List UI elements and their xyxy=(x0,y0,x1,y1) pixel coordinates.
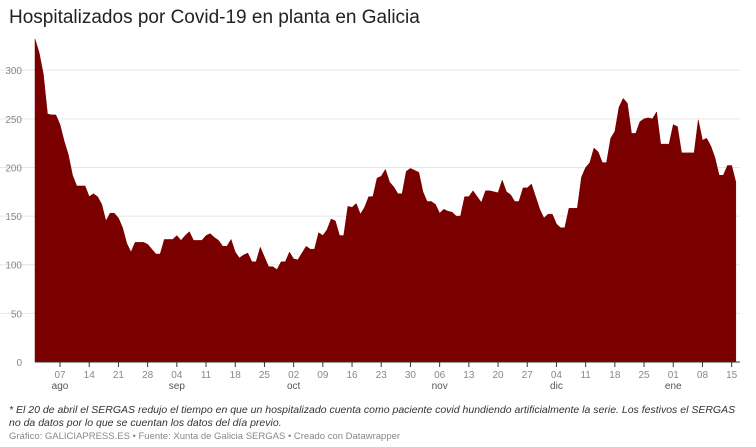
x-tick-label: 13 xyxy=(463,370,475,381)
chart-title: Hospitalizados por Covid-19 en planta en… xyxy=(9,7,420,28)
x-month-label: dic xyxy=(550,381,563,392)
x-tick-label: 27 xyxy=(522,370,534,381)
series-area xyxy=(34,38,737,363)
y-axis-labels: 0 50 100 150 200 250 300 xyxy=(5,66,22,369)
y-tick-label: 300 xyxy=(5,66,22,77)
x-tick-label: 04 xyxy=(551,370,563,381)
x-tick-label: 25 xyxy=(259,370,271,381)
y-tick-label: 0 xyxy=(16,358,22,369)
x-tick-label: 18 xyxy=(230,370,242,381)
x-tick-label: 16 xyxy=(346,370,358,381)
x-month-label: ene xyxy=(665,381,682,392)
x-tick-label: 25 xyxy=(638,370,650,381)
x-tick-label: 06 xyxy=(434,370,446,381)
x-tick-label: 02 xyxy=(288,370,300,381)
x-tick-label: 11 xyxy=(580,370,591,381)
x-tick-label: 07 xyxy=(54,370,66,381)
x-tick-label: 28 xyxy=(142,370,154,381)
x-tick-label: 20 xyxy=(492,370,504,381)
chart-footnote: * El 20 de abril el SERGAS redujo el tie… xyxy=(9,404,736,429)
x-tick-label: 23 xyxy=(376,370,388,381)
x-tick-label: 14 xyxy=(84,370,96,381)
x-month-label: nov xyxy=(432,381,448,392)
y-tick-label: 50 xyxy=(11,309,23,320)
x-tick-label: 08 xyxy=(697,370,709,381)
x-tick-label: 15 xyxy=(726,370,738,381)
x-tick-label: 01 xyxy=(668,370,680,381)
x-tick-label: 11 xyxy=(201,370,212,381)
y-tick-label: 100 xyxy=(5,261,22,272)
x-month-label: oct xyxy=(287,381,301,392)
x-tick-label: 04 xyxy=(171,370,183,381)
x-tick-label: 18 xyxy=(609,370,621,381)
y-tick-label: 250 xyxy=(5,115,22,126)
x-tick-label: 30 xyxy=(405,370,417,381)
x-tick-label: 09 xyxy=(317,370,329,381)
x-axis xyxy=(35,361,740,367)
series-area-layer xyxy=(34,38,737,363)
y-tick-label: 150 xyxy=(5,212,22,223)
x-month-label: sep xyxy=(169,381,186,392)
chart-source: Gráfico: GALICIAPRESS.ES • Fuente: Xunta… xyxy=(9,431,401,442)
y-tick-label: 200 xyxy=(5,163,22,174)
x-month-label: ago xyxy=(52,381,69,392)
x-tick-label: 21 xyxy=(113,370,125,381)
